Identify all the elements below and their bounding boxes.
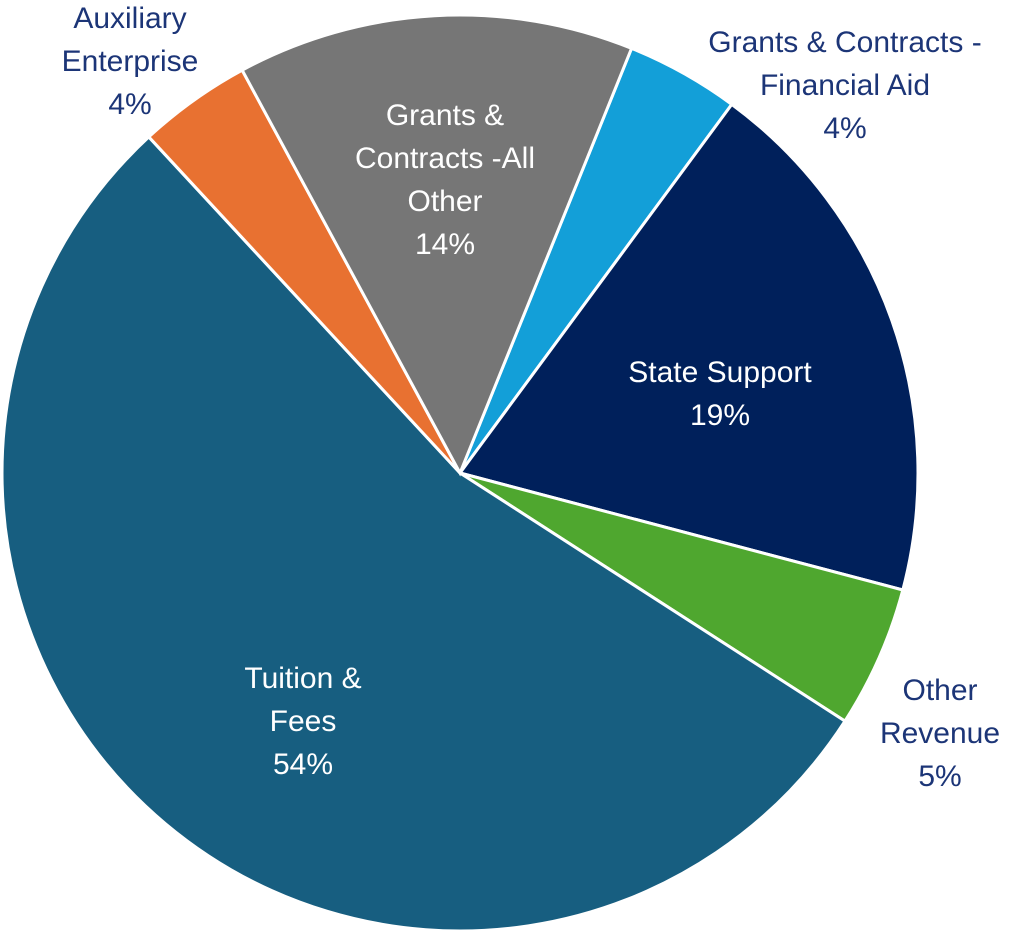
value-label: 5% <box>918 760 962 793</box>
slice-label: Grants & Contracts -All Other 14% <box>328 94 563 266</box>
value-label: 54% <box>272 748 334 781</box>
slice-label: Tuition & Fees 54% <box>228 657 378 786</box>
slice-label: Auxiliary Enterprise 4% <box>40 0 220 126</box>
value-label: 19% <box>689 399 751 432</box>
category-name: Other Revenue <box>879 674 1001 750</box>
category-name: Grants & Contracts - Financial Aid <box>708 26 982 102</box>
pie-slice <box>0 134 848 931</box>
value-label: 4% <box>108 88 152 121</box>
category-name: Grants & Contracts -All Other <box>354 99 536 218</box>
pie-slice <box>459 471 905 724</box>
slice-label: State Support 19% <box>600 351 840 437</box>
pie-slice <box>457 102 920 592</box>
value-label: 14% <box>414 228 476 261</box>
slice-label: Grants & Contracts - Financial Aid 4% <box>680 21 1010 150</box>
slice-label: Other Revenue 5% <box>865 669 1015 798</box>
pie-slice <box>240 13 634 477</box>
category-name: State Support <box>628 356 812 389</box>
value-label: 4% <box>823 112 867 145</box>
category-name: Tuition & Fees <box>244 662 362 738</box>
category-name: Auxiliary Enterprise <box>61 2 199 78</box>
